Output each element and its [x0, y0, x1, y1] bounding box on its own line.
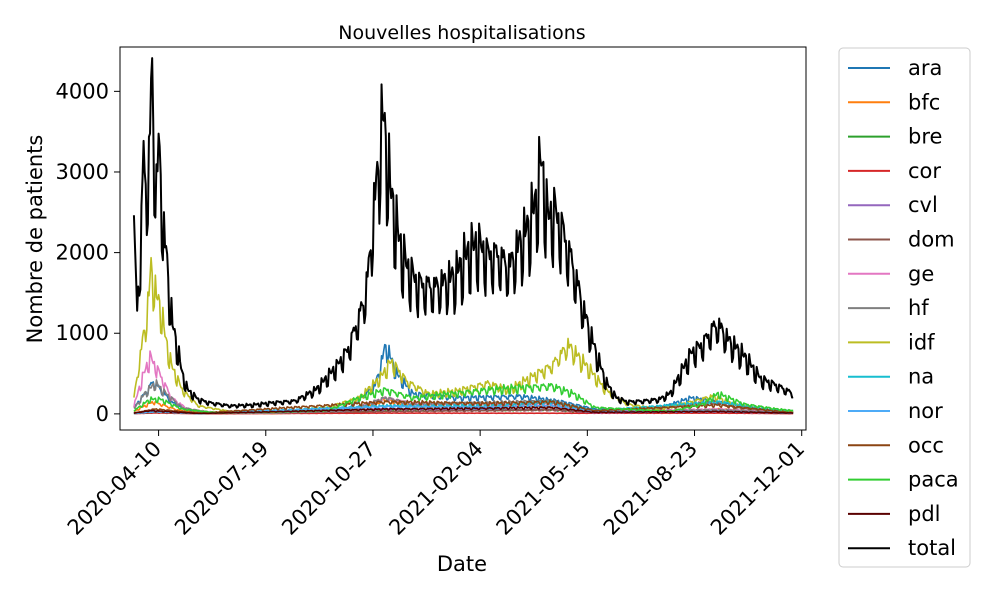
- y-tick-label: 1000: [56, 321, 109, 345]
- legend-label-pdl: pdl: [908, 502, 941, 526]
- legend-label-na: na: [908, 365, 934, 389]
- legend-label-total: total: [908, 536, 956, 560]
- series-layer: [132, 57, 794, 415]
- legend-label-ge: ge: [908, 262, 934, 286]
- y-tick-label: 0: [96, 402, 109, 426]
- x-axis: 2020-04-10 2020-07-19 2020-10-27 2021-02-04…: [63, 430, 809, 540]
- legend-label-dom: dom: [908, 228, 955, 252]
- y-tick-label: 3000: [56, 160, 109, 184]
- x-tick-label: 2021-12-01: [706, 437, 809, 540]
- x-axis-label: Date: [437, 552, 487, 576]
- plot-area: [119, 46, 807, 431]
- y-tick-label: 2000: [56, 241, 109, 265]
- legend-label-bre: bre: [908, 125, 942, 149]
- legend-frame: [838, 47, 971, 568]
- y-axis-label: Nombre de patients: [23, 135, 47, 344]
- legend-label-cvl: cvl: [908, 193, 938, 217]
- legend-label-idf: idf: [908, 330, 935, 354]
- x-tick-label: 2021-05-15: [492, 437, 595, 540]
- y-tick-label: 4000: [56, 79, 109, 103]
- x-tick-label: 2020-04-10: [63, 437, 166, 540]
- legend-label-ara: ara: [908, 56, 942, 80]
- legend-label-bfc: bfc: [908, 90, 940, 114]
- y-axis: 0 1000 2000 3000 4000: [56, 79, 120, 426]
- chart-title: Nouvelles hospitalisations: [338, 22, 585, 44]
- legend: ara bfc bre cor cvl dom ge hf idf na nor occ paca pdl…: [838, 47, 971, 568]
- x-tick-label: 2020-10-27: [277, 437, 380, 540]
- series-line-total: [132, 57, 794, 409]
- legend-label-hf: hf: [908, 296, 929, 320]
- legend-label-paca: paca: [908, 468, 959, 492]
- legend-label-occ: occ: [908, 433, 944, 457]
- legend-label-cor: cor: [908, 159, 941, 183]
- x-tick-label: 2020-07-19: [170, 437, 273, 540]
- x-tick-label: 2021-02-04: [384, 437, 487, 540]
- x-tick-label: 2021-08-23: [599, 437, 702, 540]
- series-line-pdl: [133, 406, 794, 415]
- legend-label-nor: nor: [908, 399, 943, 423]
- legend-items: ara bfc bre cor cvl dom ge hf idf na nor occ paca pdl…: [848, 56, 959, 560]
